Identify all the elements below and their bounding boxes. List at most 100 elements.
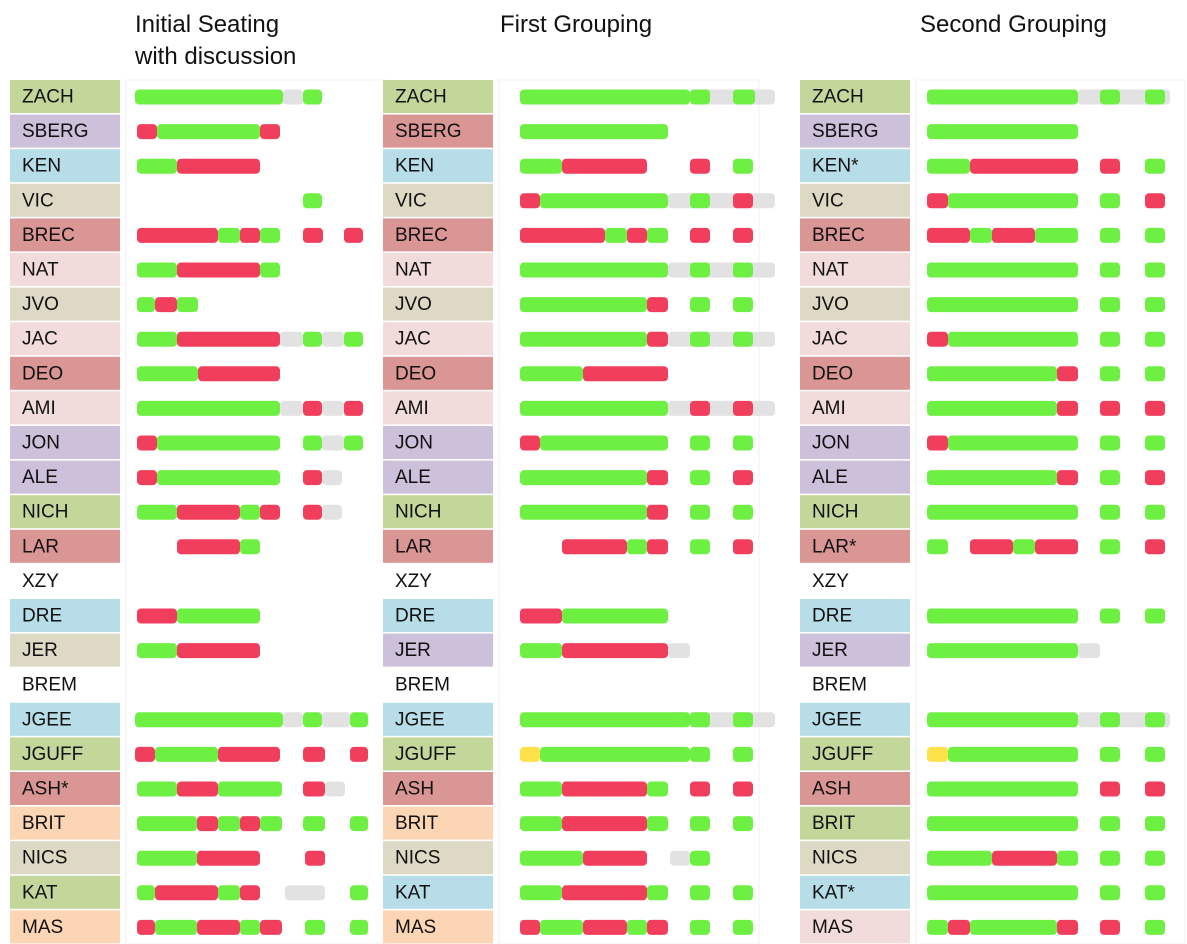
name-cell <box>383 875 493 909</box>
progress-segment <box>520 816 562 832</box>
progress-segment <box>137 919 155 935</box>
progress-segment <box>1057 919 1078 935</box>
progress-segment <box>137 124 157 140</box>
progress-segment <box>303 89 322 105</box>
progress-segment <box>948 331 1078 347</box>
name-cell <box>383 460 493 494</box>
name-label: JON <box>395 433 433 454</box>
progress-segment <box>1100 746 1120 762</box>
name-label: NICS <box>395 848 440 869</box>
progress-segment <box>137 262 177 278</box>
progress-segment <box>647 781 668 797</box>
progress-segment <box>303 193 322 209</box>
progress-segment <box>1145 262 1165 278</box>
progress-segment <box>647 227 668 243</box>
name-label: BREM <box>395 675 450 696</box>
name-cell <box>10 80 120 113</box>
name-label: AMI <box>812 398 846 419</box>
progress-segment <box>350 885 368 901</box>
progress-segment <box>670 850 690 866</box>
name-label: VIC <box>395 190 427 211</box>
progress-segment <box>285 885 325 901</box>
progress-segment <box>197 816 218 832</box>
name-label: MAS <box>395 917 436 938</box>
progress-segment <box>562 816 647 832</box>
name-label: JON <box>22 433 60 454</box>
progress-segment <box>303 816 325 832</box>
progress-segment <box>155 919 197 935</box>
progress-segment <box>1100 885 1120 901</box>
name-cell <box>800 910 910 944</box>
name-cell <box>800 253 910 286</box>
progress-segment <box>733 816 753 832</box>
name-label: BRIT <box>22 813 66 834</box>
name-cell <box>800 183 910 217</box>
progress-segment <box>137 643 177 659</box>
progress-segment <box>280 331 303 347</box>
progress-segment <box>1145 539 1165 555</box>
name-cell <box>383 772 493 805</box>
name-label: BRIT <box>812 813 856 834</box>
name-cell <box>800 218 910 252</box>
progress-segment <box>1145 158 1165 174</box>
progress-segment <box>927 331 948 347</box>
progress-segment <box>927 435 948 451</box>
progress-segment <box>280 400 303 416</box>
name-cell <box>383 599 493 632</box>
name-label: ZACH <box>812 87 864 108</box>
progress-segment <box>927 643 1078 659</box>
progress-segment <box>344 400 363 416</box>
progress-segment <box>1145 781 1165 797</box>
progress-segment <box>627 227 647 243</box>
progress-segment <box>627 919 647 935</box>
progress-segment <box>520 366 583 382</box>
name-label: ZACH <box>395 87 447 108</box>
progress-segment <box>1100 366 1120 382</box>
name-cell <box>10 702 120 736</box>
name-label: MAS <box>22 917 63 938</box>
progress-segment <box>240 539 260 555</box>
progress-segment <box>520 712 690 728</box>
progress-segment <box>1100 331 1120 347</box>
name-cell <box>800 460 910 494</box>
name-label: BREM <box>812 675 867 696</box>
progress-segment <box>520 89 690 105</box>
name-label: JVO <box>395 294 432 315</box>
progress-segment <box>1145 89 1165 105</box>
name-cell <box>10 391 120 425</box>
progress-segment <box>927 781 1078 797</box>
name-cell <box>383 702 493 736</box>
progress-segment <box>157 435 280 451</box>
name-label: NICS <box>22 848 67 869</box>
name-cell <box>383 287 493 321</box>
progress-segment <box>322 504 342 520</box>
progress-segment <box>583 850 647 866</box>
progress-segment <box>303 227 323 243</box>
progress-segment <box>733 712 753 728</box>
panel-title: with discussion <box>134 43 296 70</box>
name-label: ALE <box>22 467 58 488</box>
progress-segment <box>1145 850 1165 866</box>
progress-segment <box>1035 227 1078 243</box>
progress-segment <box>927 712 1078 728</box>
progress-segment <box>733 539 753 555</box>
progress-segment <box>690 712 710 728</box>
progress-segment <box>948 919 970 935</box>
name-label: XZY <box>812 571 849 592</box>
progress-segment <box>303 331 322 347</box>
progress-segment <box>1100 158 1120 174</box>
name-label: JGUFF <box>812 744 873 765</box>
progress-segment <box>303 470 322 486</box>
progress-segment <box>690 816 710 832</box>
name-label: DRE <box>22 606 62 627</box>
name-cell <box>10 564 120 598</box>
progress-segment <box>137 608 177 624</box>
name-cell <box>383 426 493 459</box>
name-cell <box>800 668 910 702</box>
progress-segment <box>137 331 177 347</box>
progress-segment <box>733 400 753 416</box>
progress-segment <box>690 504 710 520</box>
progress-segment <box>1145 366 1165 382</box>
progress-segment <box>322 470 342 486</box>
progress-segment <box>1057 400 1078 416</box>
